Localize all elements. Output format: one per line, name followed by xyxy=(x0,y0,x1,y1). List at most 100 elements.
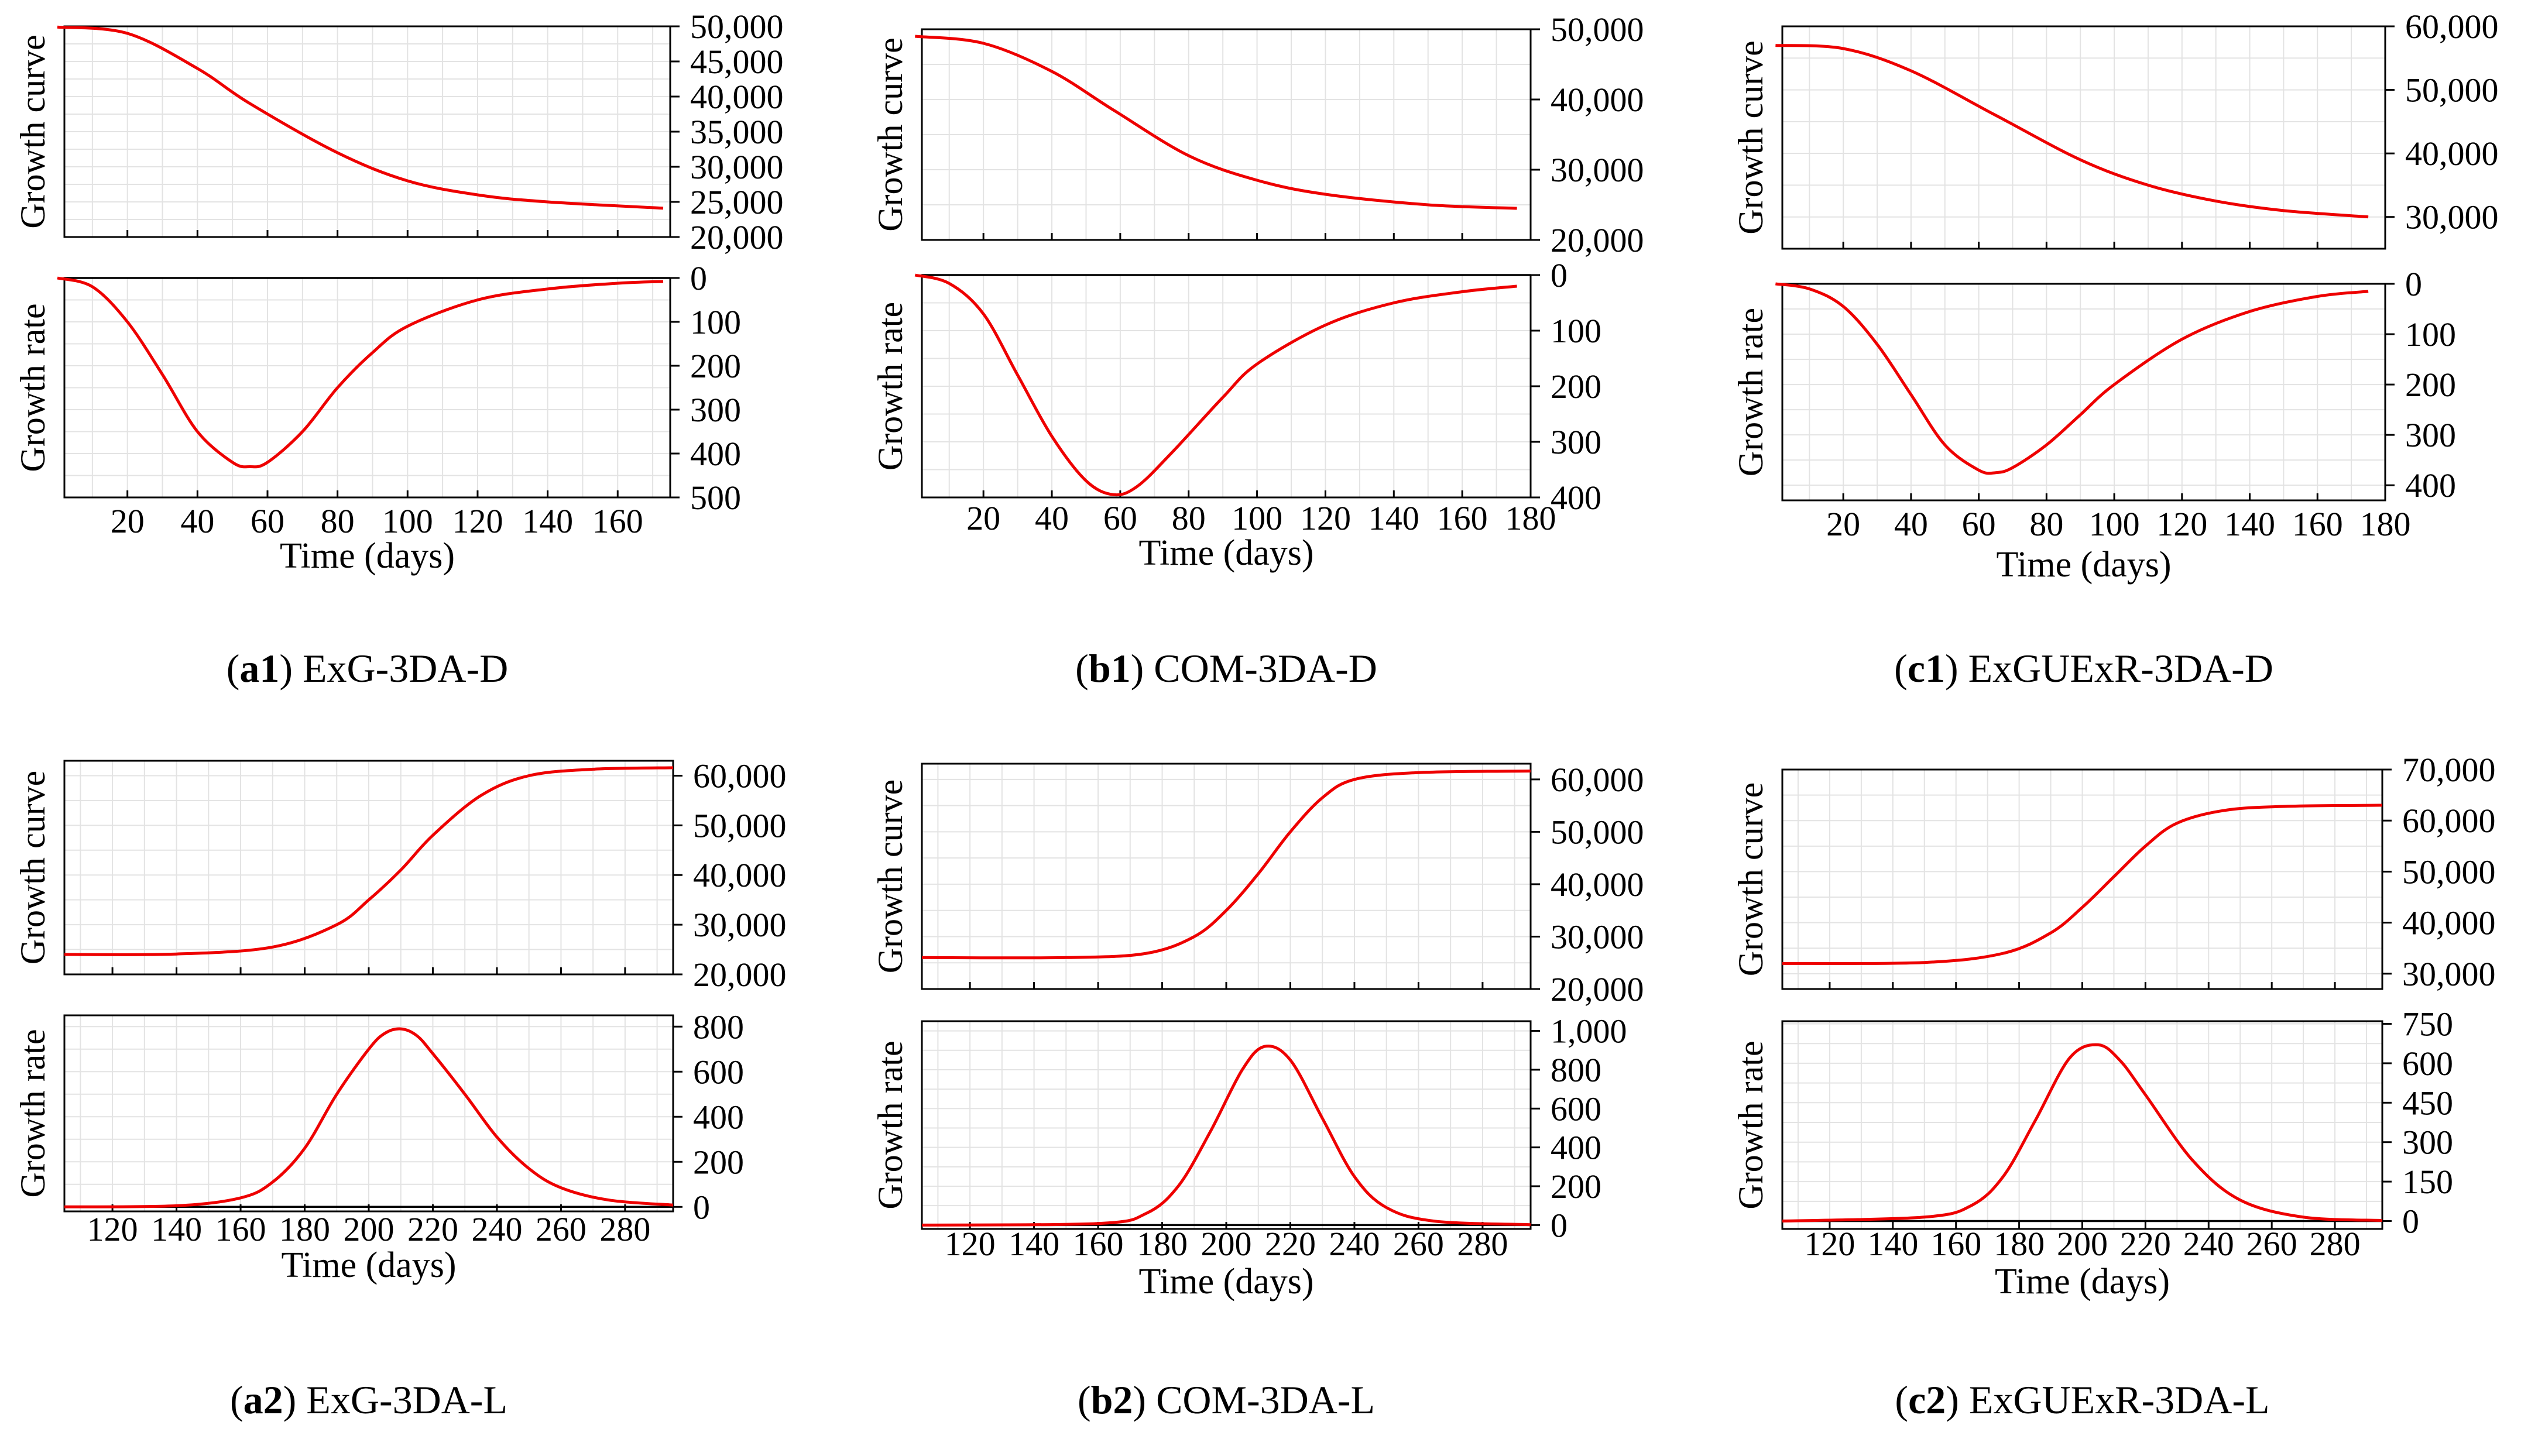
growth-curve-series xyxy=(57,25,664,210)
x-tick-label: 180 xyxy=(1994,1225,2045,1263)
x-tick-label: 240 xyxy=(1329,1225,1380,1263)
y-tick-label: 0 xyxy=(693,1188,710,1226)
y-tick-label: 600 xyxy=(1551,1090,1601,1128)
y-tick-label: 40,000 xyxy=(690,78,784,116)
growth-curve-series xyxy=(921,770,1531,960)
series-line xyxy=(914,273,1517,497)
panel-caption: (c1) ExGUExR-3DA-D xyxy=(1894,646,2273,691)
growth-rate-subplot: 0 200 400 600 800 Growth rate xyxy=(13,1008,744,1226)
y-axis-title: Growth rate xyxy=(871,1041,910,1209)
y-axis-title: Growth rate xyxy=(13,303,52,472)
y-tick-label: 30,000 xyxy=(690,148,784,186)
y-tick-label: 40,000 xyxy=(2405,135,2499,173)
growth-rate-series xyxy=(914,273,1517,497)
x-tick-label: 60 xyxy=(1962,505,1996,543)
caption-paren: ( xyxy=(1075,646,1089,691)
x-tick-label: 100 xyxy=(1232,499,1282,537)
y-axis-title: Growth curve xyxy=(13,771,52,965)
x-axis: 120 140 160 180 200 220 240 260 280 Time (days) xyxy=(945,1225,1508,1302)
x-tick-label: 200 xyxy=(344,1210,395,1248)
x-tick-label: 80 xyxy=(321,502,355,540)
growth-rate-series xyxy=(1782,1043,2383,1223)
x-tick-label: 200 xyxy=(1201,1225,1252,1263)
y-tick-label: 30,000 xyxy=(1551,151,1644,189)
y-tick-label: 35,000 xyxy=(690,113,784,151)
growth-rate-subplot: 0 100 200 300 400 Growth rate xyxy=(871,256,1601,517)
x-tick-label: 40 xyxy=(1035,499,1069,537)
x-tick-label: 160 xyxy=(215,1210,266,1248)
x-axis-title: Time (days) xyxy=(1996,545,2171,585)
growth-curve-series xyxy=(1775,44,2369,219)
x-tick-label: 240 xyxy=(2183,1225,2234,1263)
x-tick-label: 260 xyxy=(536,1210,586,1248)
y-tick-label: 50,000 xyxy=(2402,853,2496,891)
y-axis-title: Growth rate xyxy=(13,1029,52,1197)
x-tick-label: 160 xyxy=(1930,1225,1981,1263)
series-line xyxy=(921,1044,1531,1227)
caption-label: c2 xyxy=(1908,1378,1946,1422)
x-axis: 20 40 60 80 100 120 140 160 180 Time (days) xyxy=(966,499,1556,573)
right-y-axis: 20,000 30,000 40,000 50,000 60,000 xyxy=(673,757,787,994)
x-axis: 20 40 60 80 100 120 140 160 Time (days) xyxy=(111,502,643,576)
x-tick-label: 80 xyxy=(2029,505,2063,543)
x-axis-title: Time (days) xyxy=(280,536,455,576)
y-tick-label: 400 xyxy=(1551,1129,1601,1167)
y-axis-title: Growth rate xyxy=(1731,308,1770,476)
caption-paren: ( xyxy=(230,1378,243,1422)
x-tick-label: 180 xyxy=(279,1210,330,1248)
growth-curve-subplot: 30,000 40,000 50,000 60,000 Growth curve xyxy=(1731,8,2499,250)
gridlines xyxy=(1782,283,2386,500)
right-y-axis: 0 100 200 300 400 xyxy=(2385,265,2456,504)
y-tick-label: 300 xyxy=(1551,423,1601,461)
growth-rate-subplot: 0 100 200 300 400 Growth rate xyxy=(1731,265,2456,504)
panel-a2: 20,000 30,000 40,000 50,000 60,000 Growth cur… xyxy=(13,757,787,1422)
y-tick-label: 400 xyxy=(690,435,741,473)
caption-paren: ( xyxy=(1894,646,1908,691)
gridlines xyxy=(64,1015,673,1211)
growth-rate-series xyxy=(64,1027,674,1208)
x-tick-label: 140 xyxy=(1009,1225,1059,1263)
growth-curve-subplot: 30,000 40,000 50,000 60,000 70,000 Growth cur… xyxy=(1731,751,2496,993)
y-tick-label: 50,000 xyxy=(690,8,784,46)
x-tick-label: 40 xyxy=(1894,505,1928,543)
y-tick-label: 150 xyxy=(2402,1163,2453,1201)
x-tick-label: 120 xyxy=(87,1210,138,1248)
gridlines xyxy=(64,26,670,238)
y-axis-title: Growth rate xyxy=(871,302,910,471)
panel-caption: (b1) COM-3DA-D xyxy=(1075,646,1377,691)
caption-name: ) ExG-3DA-L xyxy=(283,1378,507,1422)
y-tick-label: 20,000 xyxy=(1551,970,1644,1008)
y-tick-label: 60,000 xyxy=(693,757,787,795)
gridlines xyxy=(922,764,1531,990)
y-tick-label: 750 xyxy=(2402,1005,2453,1043)
right-y-axis: 0 100 200 300 400 500 xyxy=(670,259,741,517)
x-tick-label: 160 xyxy=(1437,499,1488,537)
right-y-axis: 20,000 30,000 40,000 50,000 60,000 xyxy=(1531,761,1644,1008)
panel-a1: 20,00025,00030,00035,00040,00045,00050,0… xyxy=(13,8,784,691)
gridlines xyxy=(922,29,1531,241)
x-tick-label: 220 xyxy=(407,1210,458,1248)
x-tick-label: 100 xyxy=(382,502,433,540)
panel-b1: 20,000 30,000 40,000 50,000 Growth curve 0 100… xyxy=(871,11,1644,691)
caption-label: b2 xyxy=(1091,1378,1133,1422)
y-tick-label: 400 xyxy=(693,1098,744,1136)
y-tick-label: 45,000 xyxy=(690,43,784,81)
right-y-axis: 30,000 40,000 50,000 60,000 xyxy=(2385,8,2499,236)
gridlines xyxy=(1782,769,2382,989)
gridlines xyxy=(64,761,673,975)
gridlines xyxy=(1782,26,2386,249)
panel-c2: 30,000 40,000 50,000 60,000 70,000 Growth cur… xyxy=(1731,751,2496,1422)
caption-name: ) ExGUExR-3DA-D xyxy=(1945,646,2273,691)
caption-paren: ( xyxy=(1078,1378,1091,1422)
series-line xyxy=(915,35,1517,210)
y-tick-label: 40,000 xyxy=(693,856,787,894)
plot-frame xyxy=(1781,25,2386,250)
y-tick-label: 200 xyxy=(2405,366,2456,404)
caption-paren: ( xyxy=(227,646,240,691)
y-tick-label: 70,000 xyxy=(2402,751,2496,789)
x-tick-label: 20 xyxy=(1826,505,1860,543)
